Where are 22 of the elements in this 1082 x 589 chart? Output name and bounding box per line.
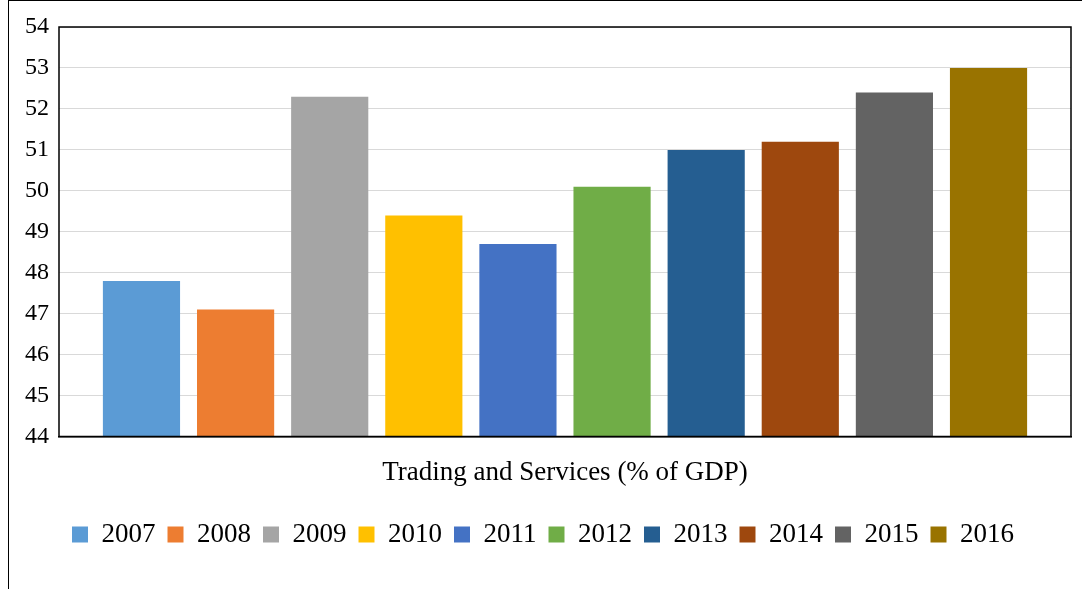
y-tick-label: 47 <box>25 299 49 326</box>
y-tick-label: 53 <box>25 53 49 80</box>
x-tick-label: Trading and Services (% of GDP) <box>382 455 748 486</box>
y-tick-label: 52 <box>25 94 49 121</box>
legend-label: 2011 <box>483 517 537 548</box>
y-tick-label: 51 <box>25 135 49 162</box>
y-tick-label: 45 <box>25 380 49 407</box>
y-tick-label: 46 <box>25 339 49 366</box>
y-tick-label: 44 <box>25 421 49 448</box>
y-tick-label: 49 <box>25 217 49 244</box>
legend-label: 2009 <box>292 517 347 548</box>
y-tick-label: 54 <box>25 12 49 39</box>
legend-label: 2013 <box>673 517 728 548</box>
y-tick-label: 48 <box>25 258 49 285</box>
legend-label: 2008 <box>197 517 251 548</box>
legend-label: 2007 <box>101 517 156 548</box>
legend-label: 2014 <box>769 517 824 548</box>
legend-label: 2010 <box>388 517 442 548</box>
y-tick-label: 50 <box>25 176 49 203</box>
legend-label: 2015 <box>864 517 919 548</box>
legend-label: 2012 <box>578 517 632 548</box>
legend-label: 2016 <box>960 517 1014 548</box>
